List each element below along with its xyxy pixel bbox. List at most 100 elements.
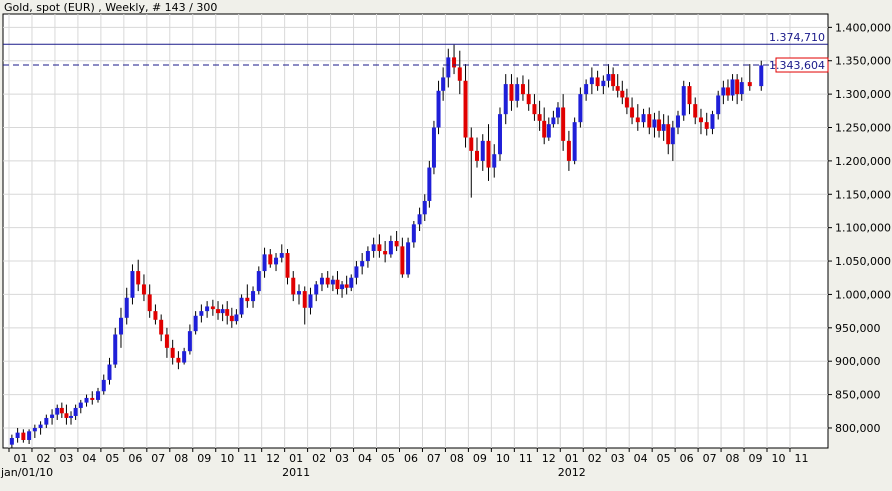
candle-body bbox=[210, 306, 215, 310]
candle bbox=[136, 259, 141, 292]
x-tick-label: 11 bbox=[519, 452, 533, 465]
candle-body bbox=[38, 424, 43, 428]
candle-body bbox=[670, 127, 675, 145]
candle-body bbox=[349, 277, 354, 288]
candle-body bbox=[469, 137, 474, 151]
candle bbox=[141, 274, 146, 302]
candle-body bbox=[325, 277, 330, 285]
x-tick-label: 02 bbox=[588, 452, 602, 465]
x-tick-label: 11 bbox=[243, 452, 257, 465]
candle-body bbox=[199, 311, 204, 316]
candle-body bbox=[285, 253, 290, 278]
candle-body bbox=[436, 90, 441, 128]
candle bbox=[441, 67, 446, 101]
x-tick-label: 01 bbox=[13, 452, 27, 465]
candle bbox=[411, 220, 416, 248]
candle bbox=[635, 104, 640, 131]
candle-body bbox=[537, 114, 542, 121]
candle-body bbox=[681, 86, 686, 116]
x-tick-label: 10 bbox=[771, 452, 785, 465]
x-tick-label: 06 bbox=[404, 452, 418, 465]
candle-body bbox=[69, 415, 74, 418]
candle-body bbox=[676, 115, 681, 128]
candle-body bbox=[551, 117, 556, 125]
candle bbox=[566, 130, 571, 171]
candle-body bbox=[234, 314, 239, 322]
candle-body bbox=[566, 140, 571, 161]
candle bbox=[406, 237, 411, 278]
x-tick-label: 09 bbox=[197, 452, 211, 465]
x-tick-label: 03 bbox=[335, 452, 349, 465]
candle-body bbox=[64, 413, 69, 418]
candle-body bbox=[394, 241, 399, 247]
candle-body bbox=[515, 84, 520, 101]
candle bbox=[509, 74, 514, 111]
candle-body bbox=[96, 391, 101, 400]
candle bbox=[584, 79, 589, 101]
candle-body bbox=[546, 124, 551, 138]
candle bbox=[59, 402, 64, 418]
candle bbox=[730, 74, 735, 101]
candle bbox=[365, 246, 370, 268]
y-tick-label: 950,000 bbox=[835, 322, 881, 335]
candle bbox=[55, 404, 60, 420]
candle-body bbox=[647, 114, 652, 128]
candle bbox=[319, 273, 324, 292]
candle-body bbox=[205, 306, 210, 312]
candle-body bbox=[509, 84, 514, 101]
candle-body bbox=[492, 154, 497, 168]
candle bbox=[497, 107, 502, 161]
candle-body bbox=[661, 124, 666, 131]
candle-body bbox=[383, 251, 388, 255]
x-year-label: jan/01/10 bbox=[0, 466, 53, 479]
candle bbox=[704, 112, 709, 136]
candle-body bbox=[730, 79, 735, 96]
candle-body bbox=[274, 257, 279, 265]
candle-body bbox=[9, 437, 14, 445]
candle-body bbox=[377, 244, 382, 252]
candle bbox=[486, 124, 491, 181]
candle bbox=[308, 287, 313, 315]
x-tick-label: 03 bbox=[59, 452, 73, 465]
candle-body bbox=[520, 84, 525, 95]
candle bbox=[589, 67, 594, 95]
candle bbox=[124, 287, 129, 325]
candle bbox=[721, 80, 726, 105]
candle-body bbox=[589, 77, 594, 85]
grid-lines bbox=[3, 14, 828, 448]
candle bbox=[630, 97, 635, 125]
x-tick-label: 04 bbox=[634, 452, 648, 465]
candle-body bbox=[595, 77, 600, 87]
candle bbox=[90, 391, 95, 405]
current-price-label: 1.343,604 bbox=[769, 59, 825, 72]
candle-body bbox=[308, 294, 313, 308]
y-tick-label: 1.300,000 bbox=[835, 88, 891, 101]
candle bbox=[187, 324, 192, 355]
candle bbox=[394, 231, 399, 252]
candle-body bbox=[417, 214, 422, 225]
y-tick-label: 900,000 bbox=[835, 355, 881, 368]
candle-body bbox=[216, 309, 221, 314]
candle bbox=[739, 77, 744, 101]
candle-body bbox=[431, 127, 436, 168]
y-tick-label: 1.150,000 bbox=[835, 188, 891, 201]
candle-body bbox=[693, 104, 698, 118]
candle-body bbox=[615, 86, 620, 91]
candle-body bbox=[365, 251, 370, 262]
candle bbox=[735, 74, 740, 105]
x-tick-label: 03 bbox=[611, 452, 625, 465]
candle-body bbox=[164, 334, 169, 348]
candle-body bbox=[55, 407, 60, 415]
candle bbox=[153, 304, 158, 325]
candle bbox=[615, 74, 620, 98]
candle-body bbox=[606, 74, 611, 81]
x-tick-label: 09 bbox=[473, 452, 487, 465]
candle-body bbox=[113, 334, 118, 365]
candle bbox=[551, 110, 556, 128]
x-tick-label: 04 bbox=[358, 452, 372, 465]
candle-body bbox=[457, 67, 462, 81]
candle bbox=[182, 347, 187, 365]
candle bbox=[302, 286, 307, 325]
candle-body bbox=[710, 114, 715, 129]
